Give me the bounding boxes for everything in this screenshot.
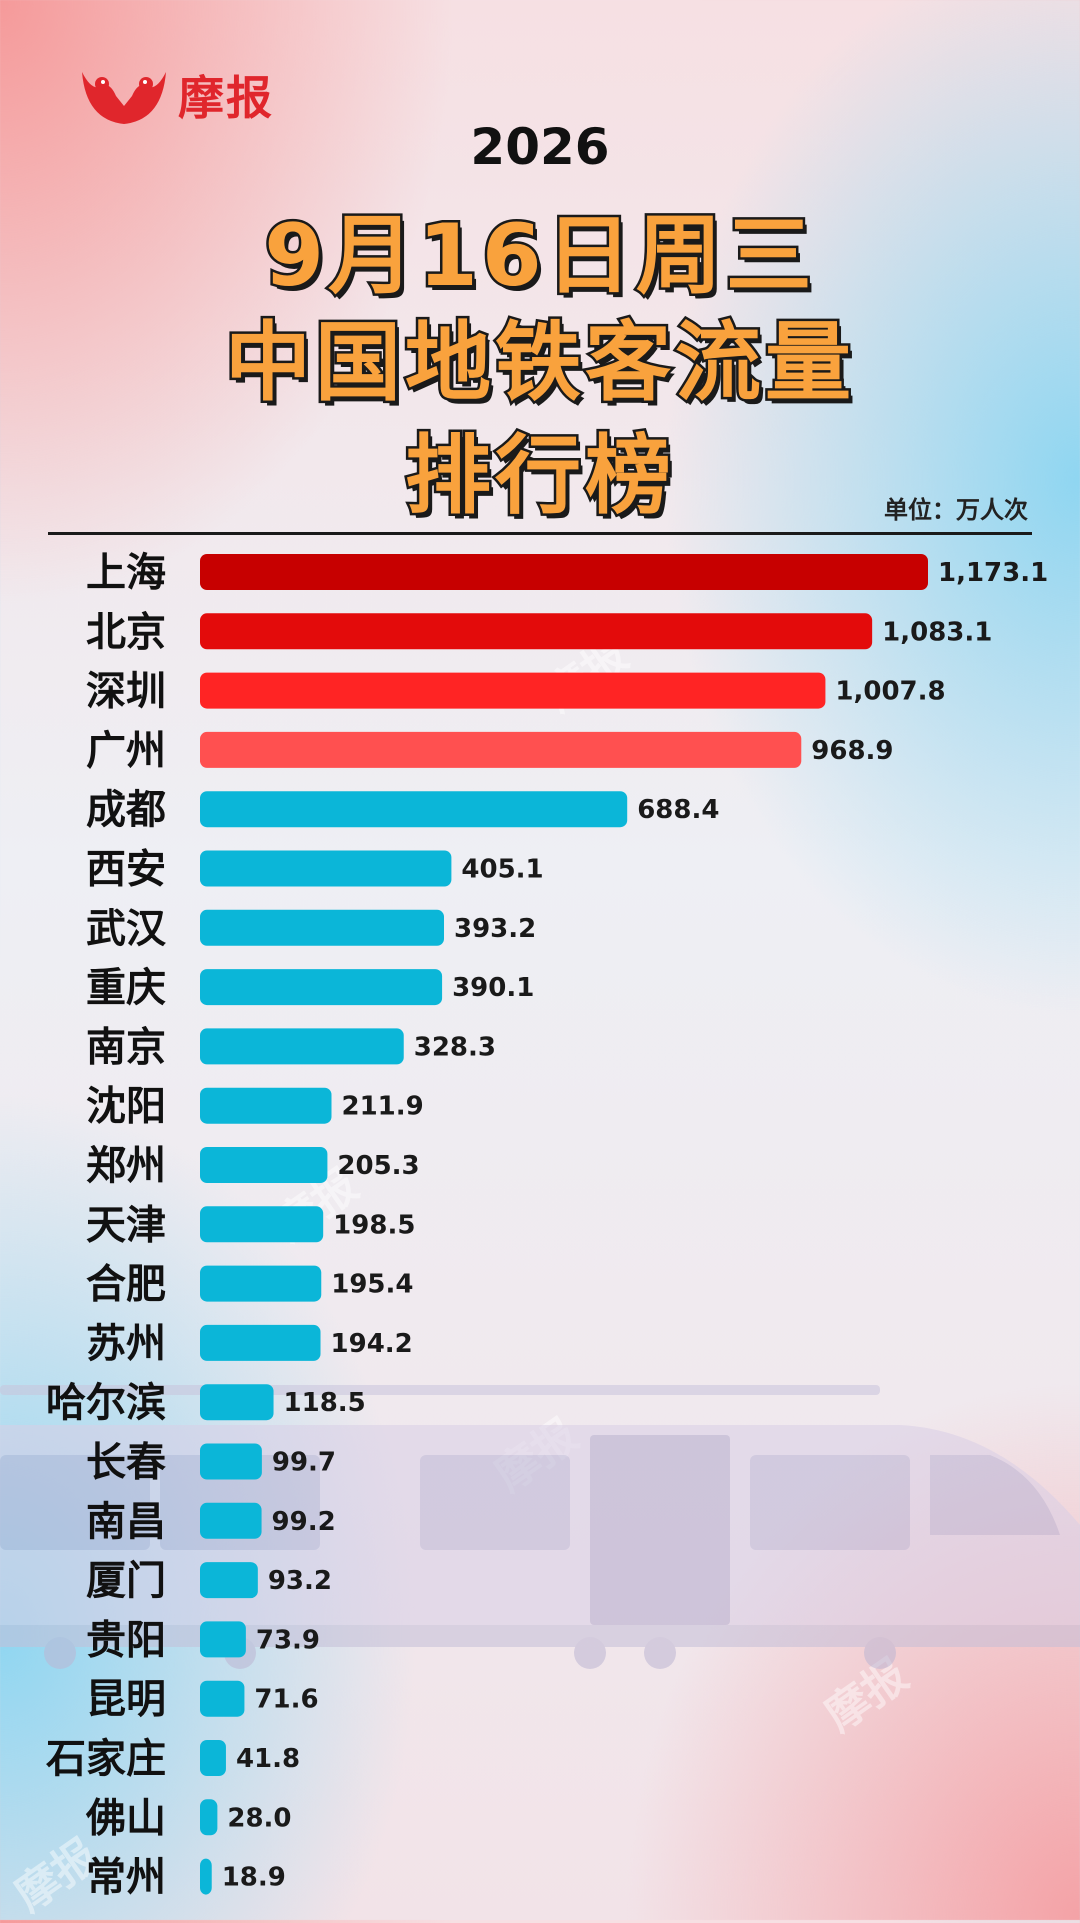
bar [200,1621,246,1658]
bar [200,672,826,709]
value-label: 211.9 [342,1092,424,1122]
category-label: 北京 [86,609,166,655]
bar [200,1740,226,1776]
bar [200,1799,218,1836]
category-label: 上海 [86,550,166,596]
category-label: 哈尔滨 [46,1380,166,1426]
bar [200,1147,328,1183]
bar [200,1680,245,1717]
bar [200,969,443,1006]
category-label: 南昌 [86,1499,166,1545]
category-label: 苏州 [86,1321,166,1367]
category-label: 天津 [86,1202,166,1248]
category-label: 沈阳 [86,1084,166,1130]
title-year: 2026 [470,118,610,176]
category-label: 西安 [86,847,166,893]
category-label: 成都 [86,787,166,833]
bar [200,909,445,946]
bar [200,1562,258,1599]
bar [200,850,452,887]
value-label: 205.3 [337,1151,419,1181]
brand-logo-icon [82,72,166,124]
value-label: 71.6 [254,1685,318,1715]
value-label: 328.3 [414,1032,496,1062]
category-label: 武汉 [86,906,167,952]
category-label: 深圳 [86,669,166,715]
category-label: 重庆 [86,965,166,1011]
bar [200,1324,321,1361]
category-label: 郑州 [86,1143,166,1189]
value-label: 118.5 [284,1388,366,1418]
value-label: 195.4 [331,1270,413,1300]
value-label: 18.9 [222,1863,286,1893]
value-label: 393.2 [454,914,536,944]
category-label: 广州 [86,728,166,774]
value-label: 73.9 [256,1625,320,1655]
value-label: 28.0 [227,1803,291,1833]
category-label: 昆明 [86,1677,166,1723]
unit-label: 单位：万人次 [884,496,1028,524]
bar [200,1858,212,1895]
value-label: 93.2 [268,1566,332,1596]
bar [200,791,628,828]
category-label: 石家庄 [46,1736,166,1782]
bar [200,1443,262,1480]
bar [200,1384,274,1421]
category-label: 贵阳 [86,1617,166,1663]
category-label: 佛山 [85,1795,166,1841]
value-label: 688.4 [637,795,719,825]
bar [200,1502,262,1539]
bar [200,731,802,768]
value-label: 99.2 [272,1507,336,1537]
category-label: 长春 [86,1440,166,1486]
brand-logo: 摩报 [76,62,274,128]
value-label: 194.2 [331,1329,413,1359]
category-label: 常州 [86,1855,166,1901]
bar [200,1265,322,1302]
value-label: 99.7 [272,1448,336,1478]
value-label: 1,083.1 [882,617,992,647]
bar [200,554,928,590]
header-divider [48,532,1032,535]
title-sub: 排行榜 [403,424,675,529]
value-label: 405.1 [461,855,543,885]
brand-name: 摩报 [178,71,274,125]
category-label: 南京 [86,1024,166,1070]
bar [200,1028,404,1065]
bar [200,1206,324,1243]
value-label: 390.1 [452,973,534,1003]
category-label: 合肥 [86,1262,166,1308]
value-label: 41.8 [236,1744,300,1774]
category-label: 厦门 [86,1558,166,1604]
train-illustration [0,1385,1080,1669]
bar [200,1087,332,1124]
value-label: 1,173.1 [938,558,1048,588]
value-label: 1,007.8 [835,677,945,707]
value-label: 968.9 [811,736,893,766]
title-date: 9月16日周三 [262,204,816,309]
value-label: 198.5 [333,1210,415,1240]
bar [200,613,873,650]
title-main: 中国地铁客流量 [223,311,855,416]
